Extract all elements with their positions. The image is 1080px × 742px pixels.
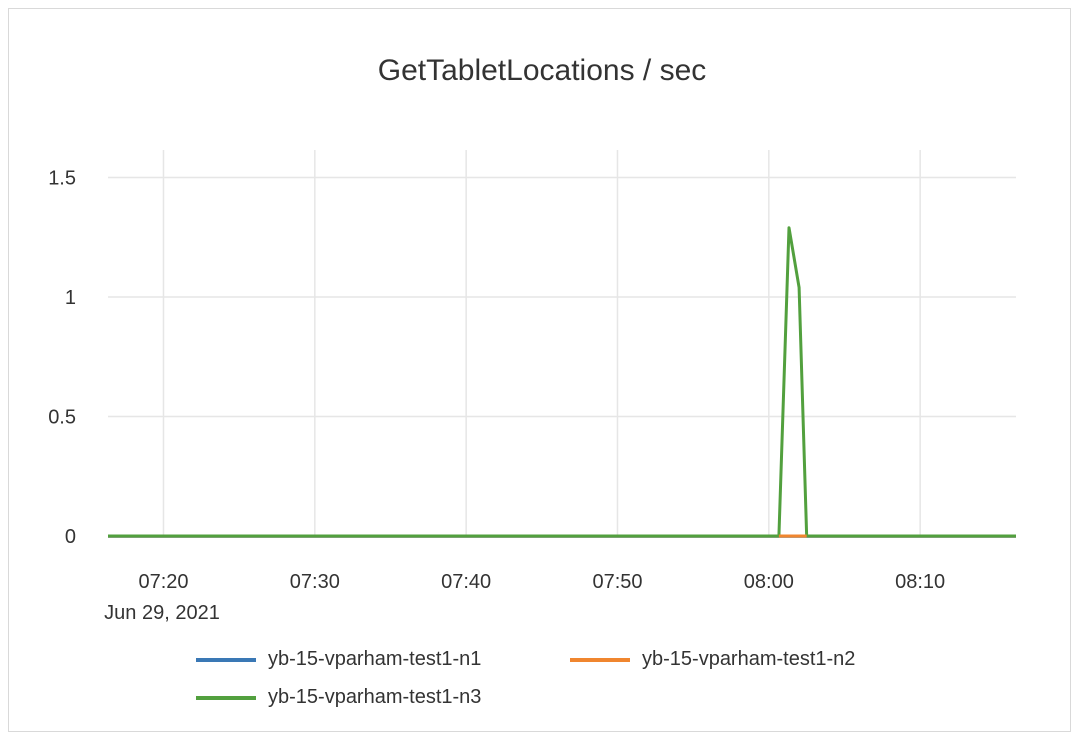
x-tick-label: 07:50 [592, 571, 642, 593]
y-tick-label: 1 [65, 287, 76, 309]
legend-swatch [196, 695, 256, 700]
x-tick-label: 08:00 [744, 571, 794, 593]
x-tick-label: 07:40 [441, 571, 491, 593]
x-tick-label: 07:20 [138, 571, 188, 593]
x-tick-label: 08:10 [895, 571, 945, 593]
legend-item[interactable]: yb-15-vparham-test1-n1 [196, 648, 481, 671]
chart-panel [8, 8, 1071, 732]
x-tick-label: 07:30 [290, 571, 340, 593]
legend-swatch [570, 657, 630, 662]
x-date-label: Jun 29, 2021 [104, 602, 220, 624]
legend-item[interactable]: yb-15-vparham-test1-n2 [570, 648, 855, 671]
chart-title: GetTabletLocations / sec [378, 54, 707, 87]
y-tick-label: 0 [65, 526, 76, 548]
legend-label: yb-15-vparham-test1-n1 [268, 648, 482, 670]
y-tick-label: 0.5 [48, 407, 76, 429]
y-tick-label: 1.5 [48, 168, 76, 190]
legend-item[interactable]: yb-15-vparham-test1-n3 [196, 686, 481, 709]
legend-label: yb-15-vparham-test1-n3 [268, 686, 482, 708]
series-line [108, 226, 1016, 538]
legend-swatch [196, 657, 256, 662]
legend-label: yb-15-vparham-test1-n2 [642, 648, 856, 670]
